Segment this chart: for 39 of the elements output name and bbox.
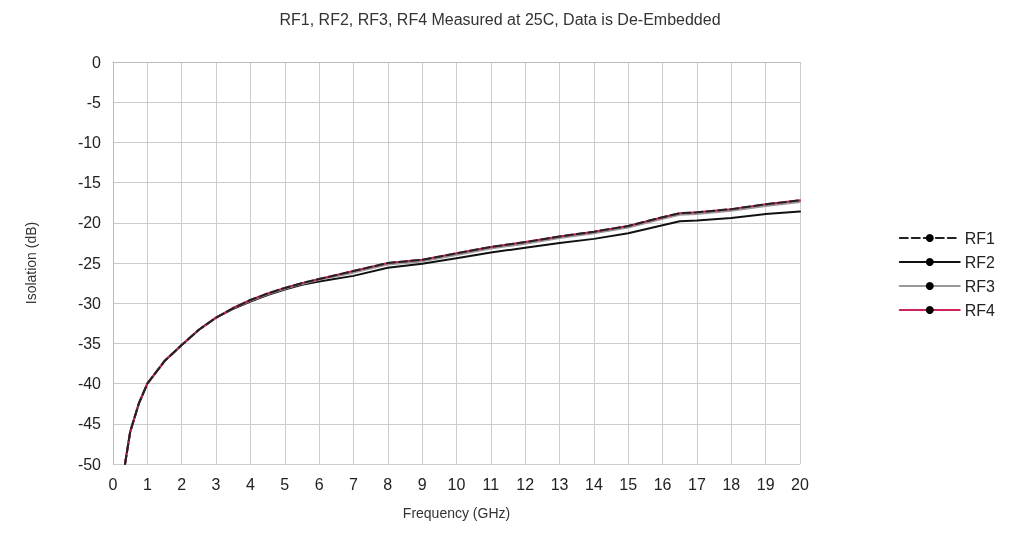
- x-tick-label: 14: [585, 475, 603, 493]
- y-tick-label: -15: [77, 174, 102, 192]
- x-tick-label: 8: [383, 475, 393, 493]
- y-tick-label: -45: [77, 415, 102, 433]
- x-axis-title: Frequency (GHz): [402, 505, 511, 521]
- x-tick-label: 6: [314, 475, 324, 493]
- x-tick-label: 9: [417, 475, 427, 493]
- x-tick-label: 0: [108, 475, 118, 493]
- y-tick-label: -10: [77, 133, 102, 151]
- x-tick-label: 13: [550, 475, 569, 493]
- x-tick-label: 3: [211, 475, 221, 493]
- y-tick-label: -50: [77, 455, 102, 473]
- y-tick-label: -35: [77, 334, 102, 352]
- x-tick-label: 10: [447, 475, 466, 493]
- y-tick-label: -25: [77, 254, 102, 272]
- legend-label: RF4: [964, 301, 996, 319]
- x-tick-label: 20: [791, 475, 809, 493]
- x-tick-label: 7: [349, 475, 358, 493]
- x-tick-label: 17: [688, 475, 706, 493]
- y-tick-label: -30: [77, 294, 102, 312]
- x-tick-label: 11: [482, 475, 500, 493]
- y-tick-label: -40: [77, 375, 102, 393]
- legend-label: RF2: [964, 253, 996, 271]
- y-tick-label: -5: [86, 93, 102, 111]
- x-tick-label: 4: [245, 475, 255, 493]
- x-tick-label: 19: [756, 475, 775, 493]
- legend-label: RF1: [964, 229, 996, 247]
- legend-label: RF3: [964, 277, 996, 295]
- y-axis-title: Isolation (dB): [23, 221, 39, 305]
- x-tick-label: 1: [142, 475, 152, 493]
- x-tick-label: 16: [653, 475, 672, 493]
- x-tick-label: 12: [516, 475, 535, 493]
- x-tick-label: 15: [619, 475, 638, 493]
- x-tick-label: 18: [722, 475, 741, 493]
- chart-title: RF1, RF2, RF3, RF4 Measured at 25C, Data is De-Embedded: [279, 10, 721, 28]
- y-tick-label: -20: [77, 214, 102, 232]
- x-tick-label: 2: [177, 475, 187, 493]
- x-tick-label: 5: [280, 475, 290, 493]
- y-tick-label: 0: [92, 53, 102, 71]
